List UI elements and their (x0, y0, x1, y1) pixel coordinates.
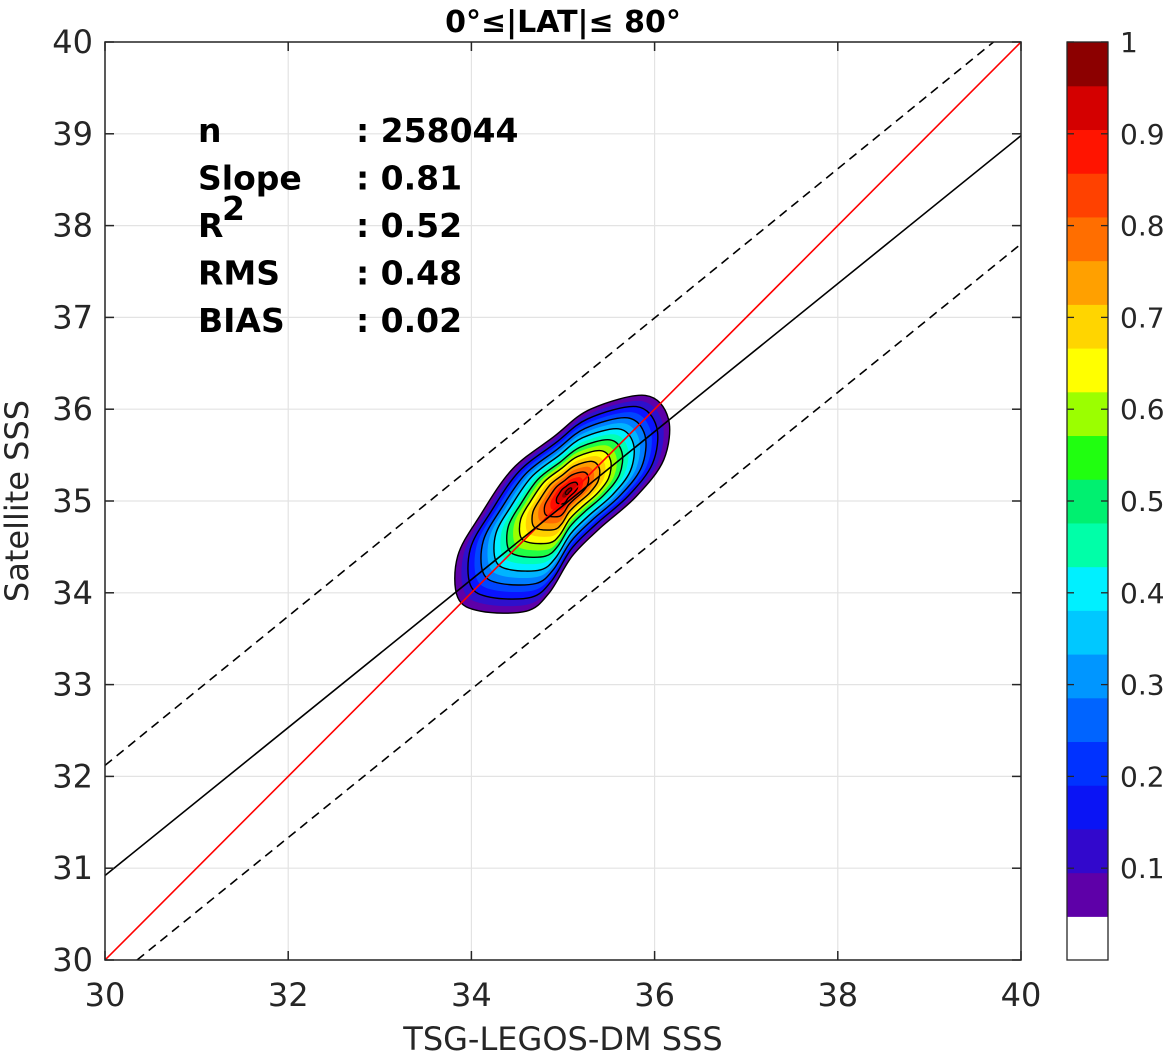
colorbar-segment-15 (1067, 260, 1108, 305)
y-axis-label: Satellite SSS (0, 400, 36, 602)
density-peak (564, 487, 573, 495)
y-tick-label: 38 (52, 207, 93, 245)
colorbar-segment-0 (1067, 916, 1108, 961)
stat-label: n (198, 111, 222, 150)
grid-lines (104, 41, 1022, 961)
colorbar-tick-label: 0.9 (1120, 118, 1165, 151)
colorbar-segment-17 (1067, 173, 1108, 218)
one-to-one-line (105, 42, 1021, 960)
regression-line (105, 135, 1021, 877)
colorbar-tick-label: 0.1 (1120, 852, 1165, 885)
x-tick-label: 32 (268, 976, 309, 1014)
colorbar-tick-label: 0.7 (1120, 301, 1165, 334)
colorbar-segment-13 (1067, 348, 1108, 393)
y-tick-label: 40 (52, 23, 93, 61)
stat-value: : 0.02 (356, 301, 462, 340)
x-axis-label: TSG-LEGOS-DM SSS (402, 1020, 722, 1055)
stat-value: : 0.52 (356, 206, 462, 245)
upper-bound-line (105, 42, 995, 767)
colorbar-tick-label: 1 (1120, 26, 1138, 59)
colorbar-segment-3 (1067, 785, 1108, 830)
colorbar-segment-5 (1067, 697, 1108, 743)
colorbar-tick-label: 0.3 (1120, 669, 1165, 702)
x-tick-label: 40 (1001, 976, 1042, 1014)
stat-label: BIAS (198, 301, 285, 340)
stat-value: : 0.81 (356, 159, 462, 198)
stat-value: : 258044 (356, 111, 518, 150)
colorbar-tick-label: 0.6 (1120, 393, 1165, 426)
y-tick-label: 35 (52, 482, 93, 520)
colorbar-segment-1 (1067, 872, 1108, 917)
axis-ticks: 30 32 34 36 38 40 30 31 32 33 34 35 36 37 38 39 40 (52, 23, 1041, 1014)
colorbar-segment-12 (1067, 391, 1108, 437)
x-tick-label: 38 (817, 976, 858, 1014)
chart-title: 0°≤|LAT|≤ 80° (445, 5, 681, 40)
x-tick-label: 36 (634, 976, 675, 1014)
y-tick-label: 39 (52, 115, 93, 153)
colorbar-segment-9 (1067, 522, 1108, 568)
x-tick-label: 30 (85, 976, 126, 1014)
stat-value: : 0.48 (356, 254, 462, 293)
colorbar-tick-label: 0.5 (1120, 485, 1165, 518)
colorbar-segment-4 (1067, 741, 1108, 786)
colorbar: 0.1 0.2 0.3 0.4 0.5 0.6 0.7 0.8 0.9 1 (1066, 26, 1165, 961)
stat-label: RMS (198, 254, 280, 293)
colorbar-segment-16 (1067, 216, 1108, 262)
y-tick-label: 36 (52, 390, 93, 428)
lower-bound-line (136, 243, 1021, 960)
x-tick-label: 34 (451, 976, 492, 1014)
y-tick-label: 32 (52, 757, 93, 795)
colorbar-tick-label: 0.8 (1120, 210, 1165, 243)
y-tick-label: 33 (52, 666, 93, 704)
colorbar-segment-2 (1067, 828, 1108, 874)
colorbar-segment-18 (1067, 129, 1108, 174)
colorbar-tick-label: 0.2 (1120, 760, 1165, 793)
stat-label-superscript: 2 (222, 189, 245, 228)
stat-label: R (198, 206, 223, 245)
y-tick-label: 34 (52, 574, 93, 612)
colorbar-segment-20 (1067, 42, 1108, 87)
y-tick-label: 37 (52, 298, 93, 336)
colorbar-segment-14 (1067, 304, 1108, 349)
colorbar-segment-8 (1067, 566, 1108, 611)
stat-label: Slope (198, 159, 302, 198)
reference-lines (105, 42, 1021, 960)
colorbar-segment-7 (1067, 610, 1108, 655)
colorbar-tick-label: 0.4 (1120, 577, 1165, 610)
stats-box: n : 258044 Slope : 0.81 R2 : 0.52 RMS : 0.48 BIA… (198, 111, 518, 340)
colorbar-segment-6 (1067, 654, 1108, 699)
y-tick-label: 30 (52, 941, 93, 979)
colorbar-segment-19 (1067, 85, 1108, 131)
colorbar-segment-11 (1067, 435, 1108, 480)
y-tick-label: 31 (52, 849, 93, 887)
